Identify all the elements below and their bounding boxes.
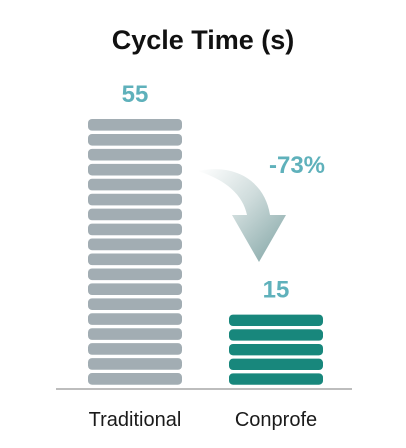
bar-stripe [88, 148, 182, 161]
bar-stripe [88, 119, 182, 131]
bar-stripe [88, 193, 182, 206]
bar-stripe [88, 238, 182, 251]
bar-stripe [88, 223, 182, 236]
bar-stripe [229, 329, 323, 341]
chart-title: Cycle Time (s) [112, 25, 295, 55]
curved-down-arrow-icon [198, 169, 286, 262]
bar-stripe [229, 373, 323, 385]
category-label-traditional: Traditional [89, 409, 182, 431]
bar-stripe [88, 343, 182, 355]
bar-stripe [88, 358, 182, 370]
bar-stripe [88, 298, 182, 310]
change-label: -73% [269, 152, 325, 179]
bar-stripe [88, 253, 182, 266]
bar-stripe [88, 268, 182, 281]
bar-traditional [88, 119, 182, 385]
bar-stripe [88, 178, 182, 191]
bar-stripe [88, 208, 182, 221]
bar-stripe [88, 163, 182, 176]
bar-stripe [229, 343, 323, 356]
bars: 55 15 [88, 81, 323, 385]
bar-stripe [88, 283, 182, 296]
category-label-conprofe: Conprofe [235, 409, 317, 431]
bar-stripe [88, 133, 182, 146]
bar-stripe [229, 358, 323, 371]
bar-stripe [88, 328, 182, 340]
bar-stripe [88, 313, 182, 325]
bar-conprofe [229, 314, 323, 385]
bar-stripe [88, 373, 182, 385]
value-label-traditional: 55 [122, 81, 149, 108]
bar-stripe [229, 314, 323, 327]
value-label-conprofe: 15 [263, 277, 290, 304]
